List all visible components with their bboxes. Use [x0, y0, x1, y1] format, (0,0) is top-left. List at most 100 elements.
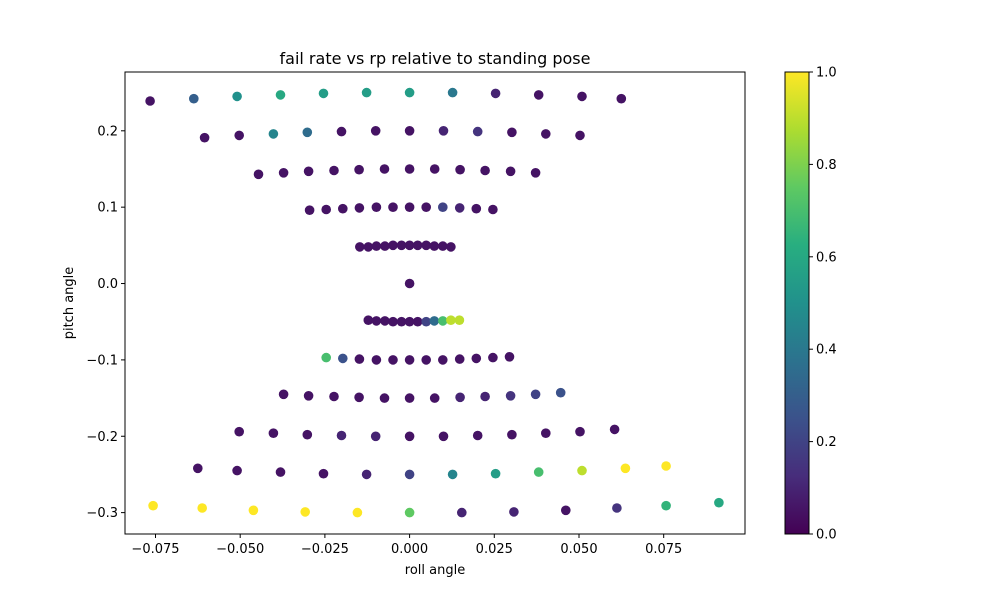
data-point [379, 164, 390, 174]
data-point [457, 507, 467, 518]
data-point [609, 424, 620, 435]
data-point [480, 165, 490, 176]
data-point [268, 428, 279, 439]
y-tick-label: −0.2 [86, 430, 118, 445]
colorbar-tick-label: 0.4 [816, 343, 837, 358]
data-point [480, 391, 490, 402]
data-point [541, 129, 551, 139]
data-point [404, 431, 415, 442]
data-point [404, 126, 415, 136]
data-point [388, 202, 398, 212]
data-point [577, 91, 587, 102]
data-point [472, 430, 483, 441]
data-point [454, 203, 465, 213]
data-point [421, 240, 432, 251]
data-point [404, 355, 415, 365]
data-point [303, 391, 314, 401]
data-point [412, 240, 423, 251]
colorbar-tick-label: 0.0 [816, 528, 837, 543]
data-point [471, 203, 482, 214]
data-point [371, 241, 382, 251]
data-point [321, 352, 332, 363]
data-point [371, 202, 382, 212]
data-point [714, 497, 724, 508]
x-tick-label: −0.025 [301, 542, 349, 557]
data-point [302, 127, 313, 138]
data-point [189, 93, 199, 104]
x-axis-ticks: −0.075 −0.050 −0.025 0.000 0.025 0.050 0.075 [131, 534, 682, 557]
data-point [533, 90, 544, 100]
data-point [268, 129, 279, 139]
data-point [404, 316, 415, 327]
data-point [304, 205, 315, 215]
data-point [404, 507, 415, 518]
x-axis-label: roll angle [405, 563, 465, 578]
y-tick-label: 0.0 [97, 277, 118, 292]
data-point [541, 428, 551, 439]
data-point [455, 392, 465, 403]
data-point [505, 166, 516, 177]
data-point [404, 202, 415, 212]
data-point [421, 355, 432, 365]
data-point [504, 352, 515, 362]
data-point [404, 469, 415, 480]
data-point [354, 392, 364, 403]
data-point [507, 127, 517, 138]
data-point [145, 96, 155, 106]
data-point [248, 505, 259, 516]
data-point [234, 426, 244, 437]
y-tick-label: −0.3 [86, 506, 118, 521]
data-point [396, 240, 407, 251]
data-point [380, 241, 390, 251]
data-point [454, 354, 465, 364]
data-point [321, 204, 332, 215]
data-point [371, 355, 382, 365]
data-point [318, 468, 329, 479]
data-point [199, 132, 210, 143]
data-point [253, 169, 264, 180]
colorbar-ticks: 0.0 0.2 0.4 0.6 0.8 1.0 [809, 66, 837, 543]
data-point [404, 278, 415, 289]
data-point [355, 242, 365, 252]
plot-area-frame [124, 71, 746, 535]
data-point [363, 315, 374, 326]
data-point [388, 355, 398, 365]
data-point [555, 387, 566, 398]
x-tick-label: 0.075 [645, 542, 682, 557]
data-point [380, 316, 390, 326]
x-tick-label: −0.050 [216, 542, 264, 557]
data-point [454, 315, 465, 326]
data-point [447, 87, 458, 98]
data-point [379, 393, 390, 403]
x-tick-label: 0.025 [476, 542, 513, 557]
data-point [446, 242, 456, 252]
data-point [278, 389, 289, 400]
colorbar-tick-label: 0.6 [816, 250, 837, 265]
data-point [148, 500, 158, 511]
data-point [371, 316, 382, 326]
data-point [447, 469, 458, 480]
data-point [616, 93, 627, 104]
data-point [197, 503, 207, 513]
data-point [507, 429, 517, 440]
data-point [275, 90, 286, 100]
y-tick-label: −0.1 [86, 353, 118, 368]
data-point [354, 164, 364, 175]
data-point [404, 164, 415, 174]
data-point [620, 463, 631, 474]
y-axis-label: pitch angle [62, 267, 77, 340]
data-point [438, 431, 449, 442]
data-point [505, 391, 516, 401]
data-point [404, 240, 415, 251]
data-point [232, 465, 242, 476]
data-point [438, 241, 448, 251]
y-tick-label: 0.1 [97, 201, 118, 216]
points-layer [145, 87, 724, 518]
data-point [300, 507, 311, 517]
y-tick-label: 0.2 [97, 124, 118, 139]
colorbar-tick-label: 0.2 [816, 435, 837, 450]
data-point [575, 130, 585, 141]
data-point [577, 465, 587, 476]
chart-title: fail rate vs rp relative to standing pos… [280, 49, 591, 68]
